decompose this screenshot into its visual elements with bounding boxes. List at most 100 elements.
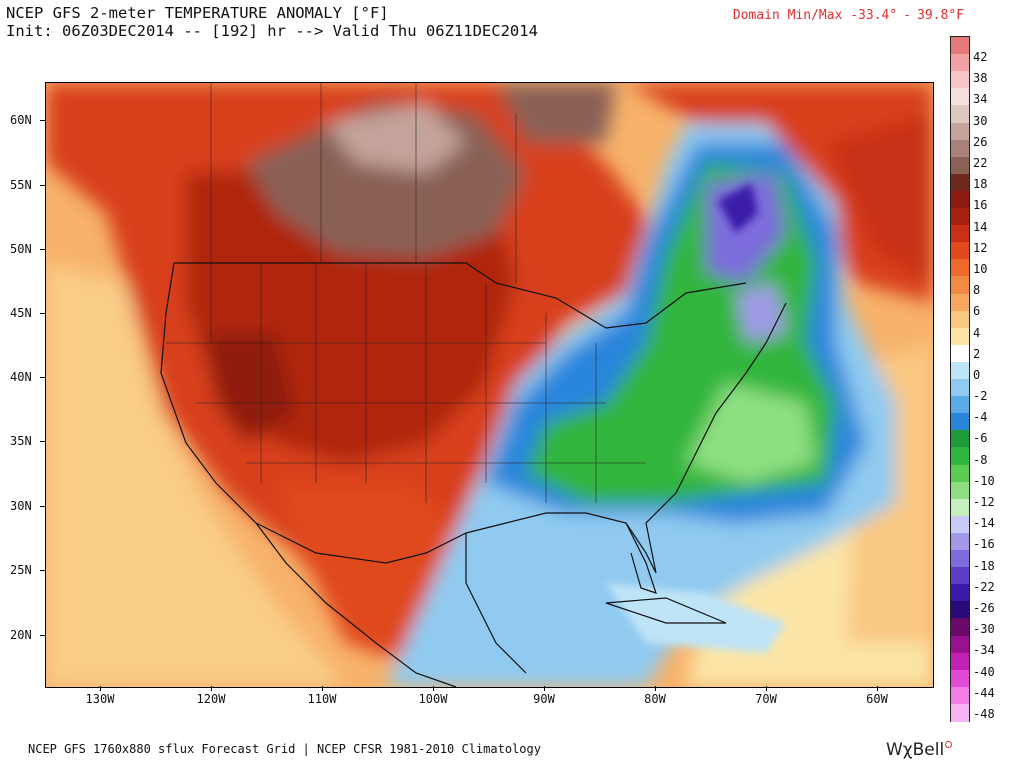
color-scale-label: 16 xyxy=(973,198,988,213)
color-scale-label: -26 xyxy=(973,601,995,616)
color-scale-swatch xyxy=(951,242,969,261)
map-borders xyxy=(160,262,787,687)
color-scale-label: 12 xyxy=(973,240,988,255)
lat-tick xyxy=(40,249,45,250)
lat-label-40n: 40N xyxy=(10,370,32,384)
color-scale-label: -10 xyxy=(973,473,995,488)
color-scale-swatch xyxy=(951,601,969,620)
color-scale-swatch xyxy=(951,173,969,192)
lon-label-100w: 100W xyxy=(418,692,448,706)
color-scale-swatch xyxy=(951,71,969,90)
map-canvas xyxy=(46,83,933,687)
color-scale-swatch xyxy=(951,567,969,586)
color-scale-label: 38 xyxy=(973,71,988,86)
color-scale-swatch xyxy=(951,703,969,722)
lat-tick xyxy=(40,441,45,442)
color-scale-label: 8 xyxy=(973,283,981,298)
color-scale-label: -44 xyxy=(973,685,995,700)
color-scale-label: -16 xyxy=(973,537,995,552)
color-scale-label: 26 xyxy=(973,134,988,149)
lon-tick xyxy=(544,686,545,691)
domain-label: Domain Min/Max xyxy=(732,8,843,23)
caribbean-blue-patch xyxy=(606,583,786,653)
color-scale-label: -14 xyxy=(973,516,995,531)
color-scale-swatch xyxy=(951,139,969,158)
color-scale-label: -40 xyxy=(973,664,995,679)
color-scale-swatch xyxy=(951,550,969,568)
state-line-1 xyxy=(210,263,597,503)
color-scale-label: -12 xyxy=(973,495,995,510)
color-scale-label: 0 xyxy=(973,367,981,382)
title-line-1: NCEP GFS 2-meter TEMPERATURE ANOMALY [°F… xyxy=(6,4,389,22)
lat-tick xyxy=(40,120,45,121)
lat-tick xyxy=(40,570,45,571)
lon-tick xyxy=(433,686,434,691)
color-scale-label: -2 xyxy=(973,389,988,404)
brand-dot-icon xyxy=(945,741,953,749)
domain-max: 39.8°F xyxy=(917,8,964,23)
brand-logo: WχBell xyxy=(886,740,953,760)
brand-name: WχBell xyxy=(886,740,945,760)
lon-tick xyxy=(322,686,323,691)
color-scale-swatch xyxy=(951,361,969,380)
cuba-outline xyxy=(605,597,727,624)
color-scale-swatch xyxy=(951,430,969,449)
lat-label-30n: 30N xyxy=(10,499,32,513)
title-line-2: Init: 06Z03DEC2014 -- [192] hr --> Valid… xyxy=(6,22,538,40)
quebec-deep-purple xyxy=(718,183,758,233)
color-scale-swatch xyxy=(951,618,969,637)
lon-tick xyxy=(655,686,656,691)
pacific-mild-field xyxy=(46,263,346,687)
color-scale-label: -8 xyxy=(973,452,988,467)
color-scale-swatch xyxy=(951,208,969,226)
lat-label-55n: 55N xyxy=(10,178,32,192)
color-scale-label: -30 xyxy=(973,622,995,637)
color-scale-label: -34 xyxy=(973,643,995,658)
color-scale-swatch xyxy=(951,310,969,329)
lon-label-130w: 130W xyxy=(85,692,115,706)
color-scale-swatch xyxy=(951,293,969,312)
lat-label-35n: 35N xyxy=(10,434,32,448)
lat-tick xyxy=(40,506,45,507)
color-scale-swatch xyxy=(951,37,969,55)
color-scale-label: 2 xyxy=(973,346,981,361)
color-scale-swatch xyxy=(951,225,969,244)
lon-label-60w: 60W xyxy=(866,692,888,706)
color-scale-swatch xyxy=(951,88,969,107)
labrador-warm xyxy=(826,113,933,283)
lat-label-60n: 60N xyxy=(10,113,32,127)
hudson-brown xyxy=(496,83,616,143)
domain-minmax: Domain Min/Max -33.4° -39.8°F xyxy=(733,8,964,23)
florida-outline xyxy=(625,522,657,594)
great-basin-hottest xyxy=(206,333,296,443)
color-scale-swatch xyxy=(951,122,969,141)
lon-label-120w: 120W xyxy=(196,692,226,706)
state-line-2 xyxy=(166,342,646,464)
color-scale-swatch xyxy=(951,259,969,278)
state-lines xyxy=(166,83,646,503)
footer-source: NCEP GFS 1760x880 sflux Forecast Grid | … xyxy=(28,742,541,756)
lon-label-90w: 90W xyxy=(533,692,555,706)
color-scale-label: -18 xyxy=(973,558,995,573)
color-scale-swatch xyxy=(951,276,969,295)
mexico-coast xyxy=(255,522,527,687)
color-scale-swatch xyxy=(951,635,969,654)
color-scale-swatch xyxy=(951,584,969,603)
color-scale-swatch xyxy=(951,190,969,209)
lon-label-70w: 70W xyxy=(755,692,777,706)
color-scale-swatch xyxy=(951,344,969,363)
color-scale-swatch xyxy=(951,498,969,517)
color-scale-label: -22 xyxy=(973,579,995,594)
lat-tick xyxy=(40,635,45,636)
us-canada-border xyxy=(174,262,747,329)
color-scale-swatch xyxy=(951,515,969,534)
lat-label-50n: 50N xyxy=(10,242,32,256)
color-scale-label: 30 xyxy=(973,113,988,128)
us-mexico-border xyxy=(255,522,467,564)
color-scale-swatch xyxy=(951,447,969,466)
color-scale-label: -48 xyxy=(973,707,995,721)
province-lines xyxy=(210,83,517,283)
color-scale-swatch xyxy=(951,54,969,73)
lon-tick xyxy=(100,686,101,691)
color-scale-bar xyxy=(950,36,970,722)
